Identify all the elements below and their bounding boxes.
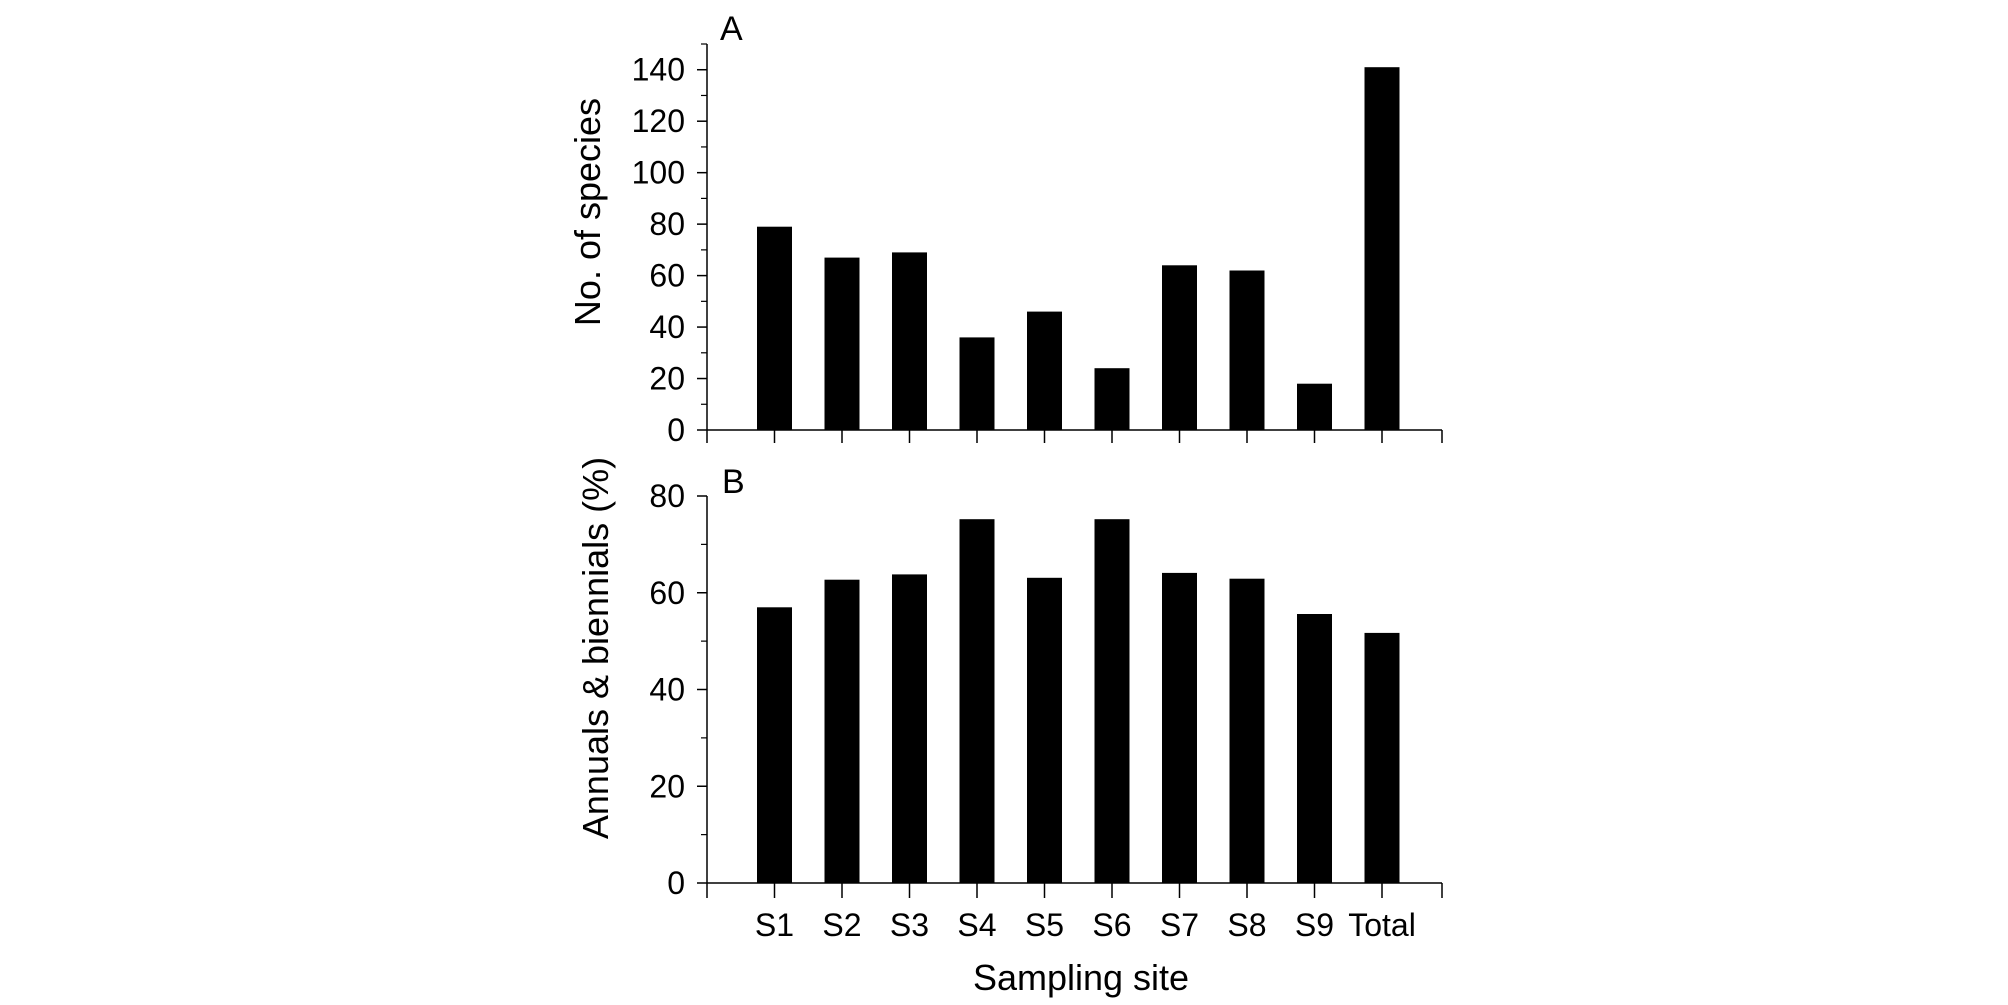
bar-s6	[1094, 368, 1130, 430]
bar-s9	[1297, 383, 1332, 430]
panel-a-y-axis-title: No. of species	[567, 98, 608, 326]
x-tick-label-s7: S7	[1160, 907, 1199, 943]
panel-b-axes	[697, 495, 1443, 898]
x-tick-label-s4: S4	[957, 907, 996, 943]
y-tick-label: 20	[649, 361, 685, 397]
bar-total	[1364, 632, 1400, 883]
panel-a-axes	[697, 43, 1443, 443]
bar-s9	[1297, 614, 1332, 883]
bar-s3	[892, 574, 927, 883]
panel-a-label: A	[720, 10, 743, 48]
bar-s2	[824, 257, 860, 430]
x-tick-label-s2: S2	[822, 907, 861, 943]
panel-a-chart: 0 20 40 60 80 100 120 140 A No. of species	[567, 10, 1443, 448]
x-tick-label-s6: S6	[1092, 907, 1131, 943]
bar-s8	[1229, 578, 1265, 883]
x-tick-label-s8: S8	[1227, 907, 1266, 943]
panel-b-label: B	[722, 463, 745, 501]
x-tick-label-total: Total	[1348, 907, 1416, 943]
panel-b-x-axis-title: Sampling site	[973, 957, 1189, 998]
bar-s4	[959, 337, 995, 430]
bar-s8	[1229, 270, 1265, 430]
y-tick-label: 60	[649, 258, 685, 294]
panel-b-y-axis-title: Annuals & biennials (%)	[575, 457, 616, 839]
panel-a-tick-labels: 0 20 40 60 80 100 120 140	[632, 52, 685, 448]
bar-s5	[1027, 577, 1062, 883]
bar-s1	[757, 607, 792, 883]
y-tick-label: 20	[649, 768, 685, 804]
y-tick-label: 0	[667, 865, 685, 901]
bar-s2	[824, 579, 860, 883]
bar-s7	[1162, 572, 1197, 883]
y-tick-label: 0	[667, 412, 685, 448]
bar-s7	[1162, 265, 1197, 430]
y-tick-label: 100	[632, 155, 685, 191]
panel-a-bars	[757, 67, 1400, 430]
x-tick-label-s3: S3	[890, 907, 929, 943]
y-tick-label: 80	[649, 206, 685, 242]
bar-s5	[1027, 311, 1062, 430]
bar-s1	[757, 226, 792, 430]
y-tick-label: 140	[632, 52, 685, 88]
bar-s4	[959, 519, 995, 883]
bar-total	[1364, 67, 1400, 430]
x-tick-label-s9: S9	[1295, 907, 1334, 943]
y-tick-label: 60	[649, 575, 685, 611]
x-tick-label-s1: S1	[755, 907, 794, 943]
panel-b-bars	[757, 519, 1400, 883]
x-tick-label-s5: S5	[1025, 907, 1064, 943]
panel-b-tick-labels: 0 20 40 60 80 S1 S2 S3 S4 S5 S6 S7 S8 S9 Total	[649, 478, 1415, 943]
bar-s3	[892, 252, 927, 430]
y-tick-label: 120	[632, 103, 685, 139]
y-tick-label: 80	[649, 478, 685, 514]
panel-b-chart: 0 20 40 60 80 S1 S2 S3 S4 S5 S6 S7 S8 S9 Total B Annua…	[575, 457, 1443, 998]
y-tick-label: 40	[649, 672, 685, 708]
bar-s6	[1094, 519, 1130, 883]
y-tick-label: 40	[649, 309, 685, 345]
